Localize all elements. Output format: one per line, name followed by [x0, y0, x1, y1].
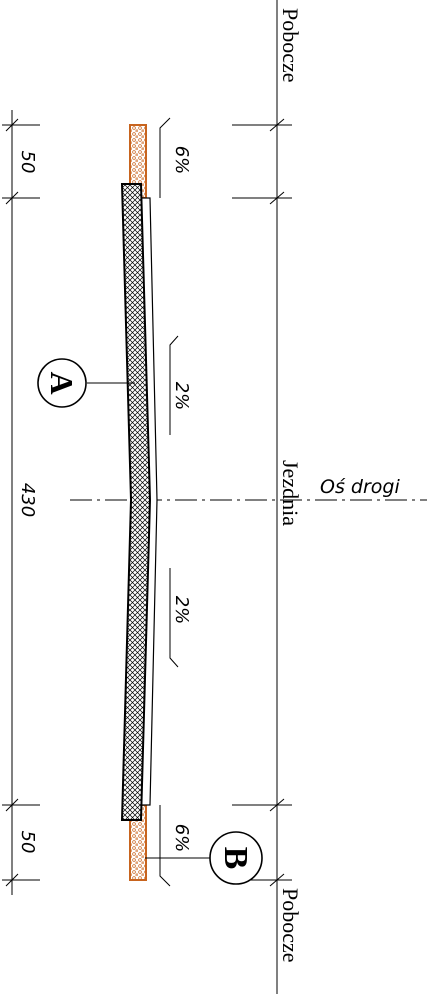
dimension-tick	[5, 191, 19, 205]
slope-shoulder-bottom: 6%	[171, 824, 192, 853]
slope-arrows	[159, 117, 179, 887]
slope-lane-bottom: 2%	[171, 596, 192, 625]
label-carriageway: Jezdnia	[278, 460, 303, 526]
dimension-middle-label: 430	[17, 483, 38, 517]
slope-lane-top: 2%	[171, 382, 192, 411]
dimension-tick	[5, 798, 19, 812]
dimension-top-label: 50	[17, 151, 38, 174]
slope-shoulder-top: 6%	[171, 146, 192, 175]
marker-a-label: A	[44, 371, 80, 394]
slope-arrow-lane-bottom	[169, 568, 179, 668]
slope-arrow-shoulder-top	[159, 117, 171, 198]
dimension-tick	[5, 873, 19, 887]
dimension-bottom-label: 50	[17, 831, 38, 854]
pavement-layer-a	[120, 183, 152, 821]
marker-b-circle	[209, 831, 263, 885]
marker-a-circle	[37, 358, 87, 408]
reference-lines	[232, 0, 292, 994]
slope-arrow-lane-top	[169, 335, 179, 435]
marker-b-label: B	[217, 847, 254, 870]
dimension-tick	[5, 118, 19, 132]
label-shoulder-bottom: Pobocze	[278, 888, 303, 963]
road-axis-label: Oś drogi	[320, 476, 400, 498]
dimension-chain	[2, 110, 40, 895]
label-shoulder-top: Pobocze	[278, 8, 303, 83]
slope-arrow-shoulder-bottom	[159, 805, 171, 887]
